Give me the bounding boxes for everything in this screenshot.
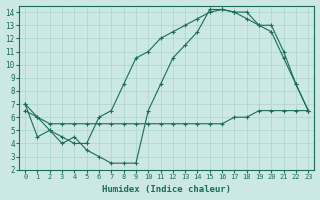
X-axis label: Humidex (Indice chaleur): Humidex (Indice chaleur) xyxy=(102,185,231,194)
